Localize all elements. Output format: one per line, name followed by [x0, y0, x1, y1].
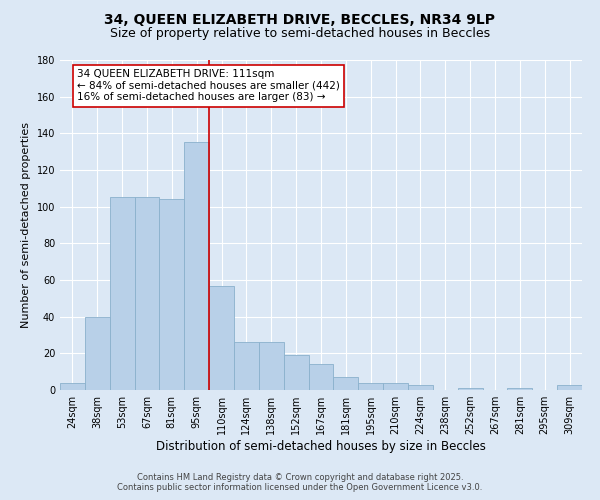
X-axis label: Distribution of semi-detached houses by size in Beccles: Distribution of semi-detached houses by …: [156, 440, 486, 453]
Y-axis label: Number of semi-detached properties: Number of semi-detached properties: [21, 122, 31, 328]
Bar: [160, 200, 184, 390]
Bar: [284, 355, 308, 390]
Bar: [557, 384, 582, 390]
Bar: [458, 388, 482, 390]
Bar: [358, 382, 383, 390]
Bar: [209, 286, 234, 390]
Bar: [334, 377, 358, 390]
Text: 34, QUEEN ELIZABETH DRIVE, BECCLES, NR34 9LP: 34, QUEEN ELIZABETH DRIVE, BECCLES, NR34…: [104, 12, 496, 26]
Bar: [383, 382, 408, 390]
Bar: [408, 384, 433, 390]
Bar: [259, 342, 284, 390]
Bar: [134, 198, 160, 390]
Text: Size of property relative to semi-detached houses in Beccles: Size of property relative to semi-detach…: [110, 28, 490, 40]
Text: Contains HM Land Registry data © Crown copyright and database right 2025.
Contai: Contains HM Land Registry data © Crown c…: [118, 473, 482, 492]
Bar: [234, 342, 259, 390]
Bar: [60, 382, 85, 390]
Bar: [110, 198, 134, 390]
Text: 34 QUEEN ELIZABETH DRIVE: 111sqm
← 84% of semi-detached houses are smaller (442): 34 QUEEN ELIZABETH DRIVE: 111sqm ← 84% o…: [77, 69, 340, 102]
Bar: [508, 388, 532, 390]
Bar: [308, 364, 334, 390]
Bar: [184, 142, 209, 390]
Bar: [85, 316, 110, 390]
